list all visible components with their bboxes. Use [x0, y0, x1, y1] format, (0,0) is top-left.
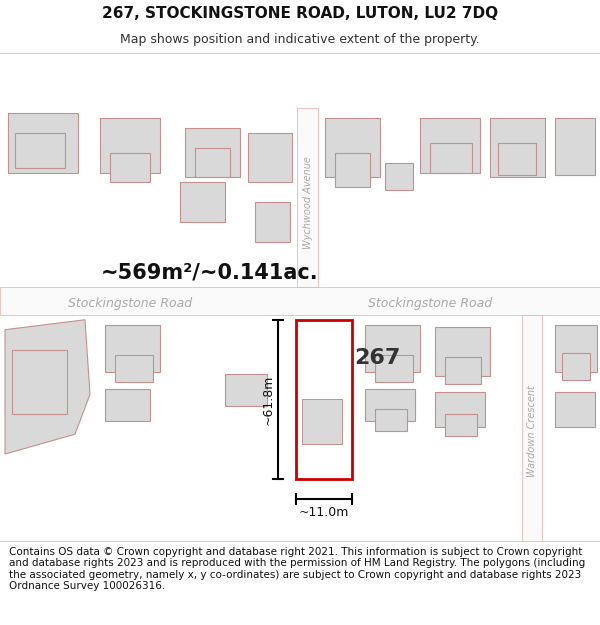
- Bar: [297, 108, 318, 287]
- Bar: [8, 113, 78, 173]
- Bar: [325, 118, 380, 178]
- Text: Map shows position and indicative extent of the property.: Map shows position and indicative extent…: [120, 33, 480, 46]
- Bar: [185, 127, 240, 177]
- Bar: [15, 132, 65, 168]
- Text: Stockingstone Road: Stockingstone Road: [68, 298, 192, 311]
- Bar: [555, 392, 595, 428]
- Bar: [385, 162, 413, 191]
- Bar: [435, 392, 485, 428]
- Bar: [555, 325, 597, 372]
- Bar: [445, 414, 477, 436]
- Bar: [100, 118, 160, 172]
- Bar: [248, 132, 292, 182]
- Bar: [12, 349, 67, 414]
- Bar: [490, 118, 545, 178]
- Bar: [430, 142, 472, 172]
- Bar: [110, 152, 150, 182]
- Bar: [296, 320, 352, 479]
- Text: 267, STOCKINGSTONE ROAD, LUTON, LU2 7DQ: 267, STOCKINGSTONE ROAD, LUTON, LU2 7DQ: [102, 6, 498, 21]
- Text: Wardown Crescent: Wardown Crescent: [527, 385, 537, 477]
- Bar: [445, 357, 481, 384]
- Bar: [435, 327, 490, 376]
- Bar: [225, 374, 267, 406]
- Text: ~61.8m: ~61.8m: [262, 374, 275, 424]
- Polygon shape: [5, 320, 90, 454]
- Text: 267: 267: [354, 348, 400, 368]
- Bar: [0, 287, 600, 315]
- Bar: [105, 389, 150, 421]
- Bar: [180, 182, 225, 222]
- Bar: [302, 399, 342, 444]
- Text: Contains OS data © Crown copyright and database right 2021. This information is : Contains OS data © Crown copyright and d…: [9, 546, 585, 591]
- Bar: [498, 142, 536, 174]
- Bar: [522, 315, 542, 541]
- Bar: [195, 148, 230, 178]
- Text: Wychwood Avenue: Wychwood Avenue: [303, 156, 313, 249]
- Text: Stockingstone Road: Stockingstone Road: [368, 298, 492, 311]
- Bar: [555, 118, 595, 176]
- Bar: [375, 354, 413, 382]
- Bar: [562, 352, 590, 381]
- Bar: [375, 409, 407, 431]
- Text: ~569m²/~0.141ac.: ~569m²/~0.141ac.: [101, 262, 319, 282]
- Bar: [365, 389, 415, 421]
- Bar: [335, 152, 370, 188]
- Bar: [105, 325, 160, 372]
- Text: ~11.0m: ~11.0m: [299, 506, 349, 519]
- Bar: [420, 118, 480, 172]
- Bar: [365, 325, 420, 372]
- Bar: [115, 354, 153, 382]
- Bar: [255, 202, 290, 242]
